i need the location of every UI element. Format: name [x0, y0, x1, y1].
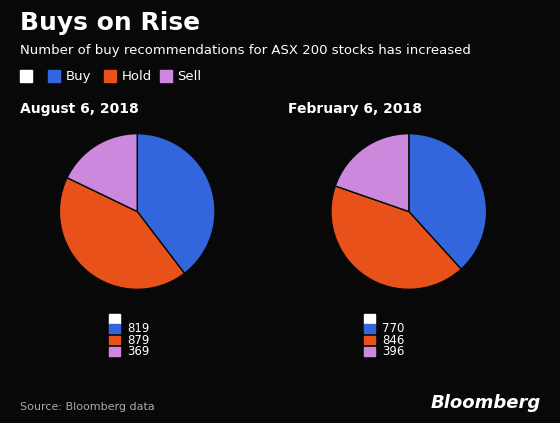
Wedge shape	[67, 134, 137, 212]
Wedge shape	[331, 186, 461, 289]
FancyBboxPatch shape	[104, 71, 116, 82]
Wedge shape	[137, 134, 215, 273]
FancyBboxPatch shape	[20, 71, 32, 82]
Text: August 6, 2018: August 6, 2018	[20, 102, 138, 115]
Text: Buy: Buy	[66, 70, 91, 82]
FancyBboxPatch shape	[364, 335, 375, 344]
Text: Sell: Sell	[178, 70, 202, 82]
Text: Number of buy recommendations for ASX 200 stocks has increased: Number of buy recommendations for ASX 20…	[20, 44, 470, 58]
FancyBboxPatch shape	[109, 314, 120, 324]
Text: 846: 846	[382, 334, 404, 346]
Text: Hold: Hold	[122, 70, 152, 82]
Text: 819: 819	[127, 322, 150, 335]
Text: Buys on Rise: Buys on Rise	[20, 11, 200, 35]
FancyBboxPatch shape	[48, 71, 60, 82]
Text: 879: 879	[127, 334, 150, 346]
FancyBboxPatch shape	[109, 335, 120, 344]
FancyBboxPatch shape	[160, 71, 172, 82]
Wedge shape	[59, 178, 184, 289]
Text: Bloomberg: Bloomberg	[430, 394, 540, 412]
Text: 396: 396	[382, 345, 404, 358]
FancyBboxPatch shape	[364, 324, 375, 332]
Wedge shape	[335, 134, 409, 212]
Text: Source: Bloomberg data: Source: Bloomberg data	[20, 402, 155, 412]
FancyBboxPatch shape	[364, 314, 375, 324]
Wedge shape	[409, 134, 487, 269]
Text: 770: 770	[382, 322, 404, 335]
FancyBboxPatch shape	[364, 347, 375, 355]
FancyBboxPatch shape	[109, 324, 120, 332]
Text: 369: 369	[127, 345, 150, 358]
Text: February 6, 2018: February 6, 2018	[288, 102, 422, 115]
FancyBboxPatch shape	[109, 347, 120, 355]
